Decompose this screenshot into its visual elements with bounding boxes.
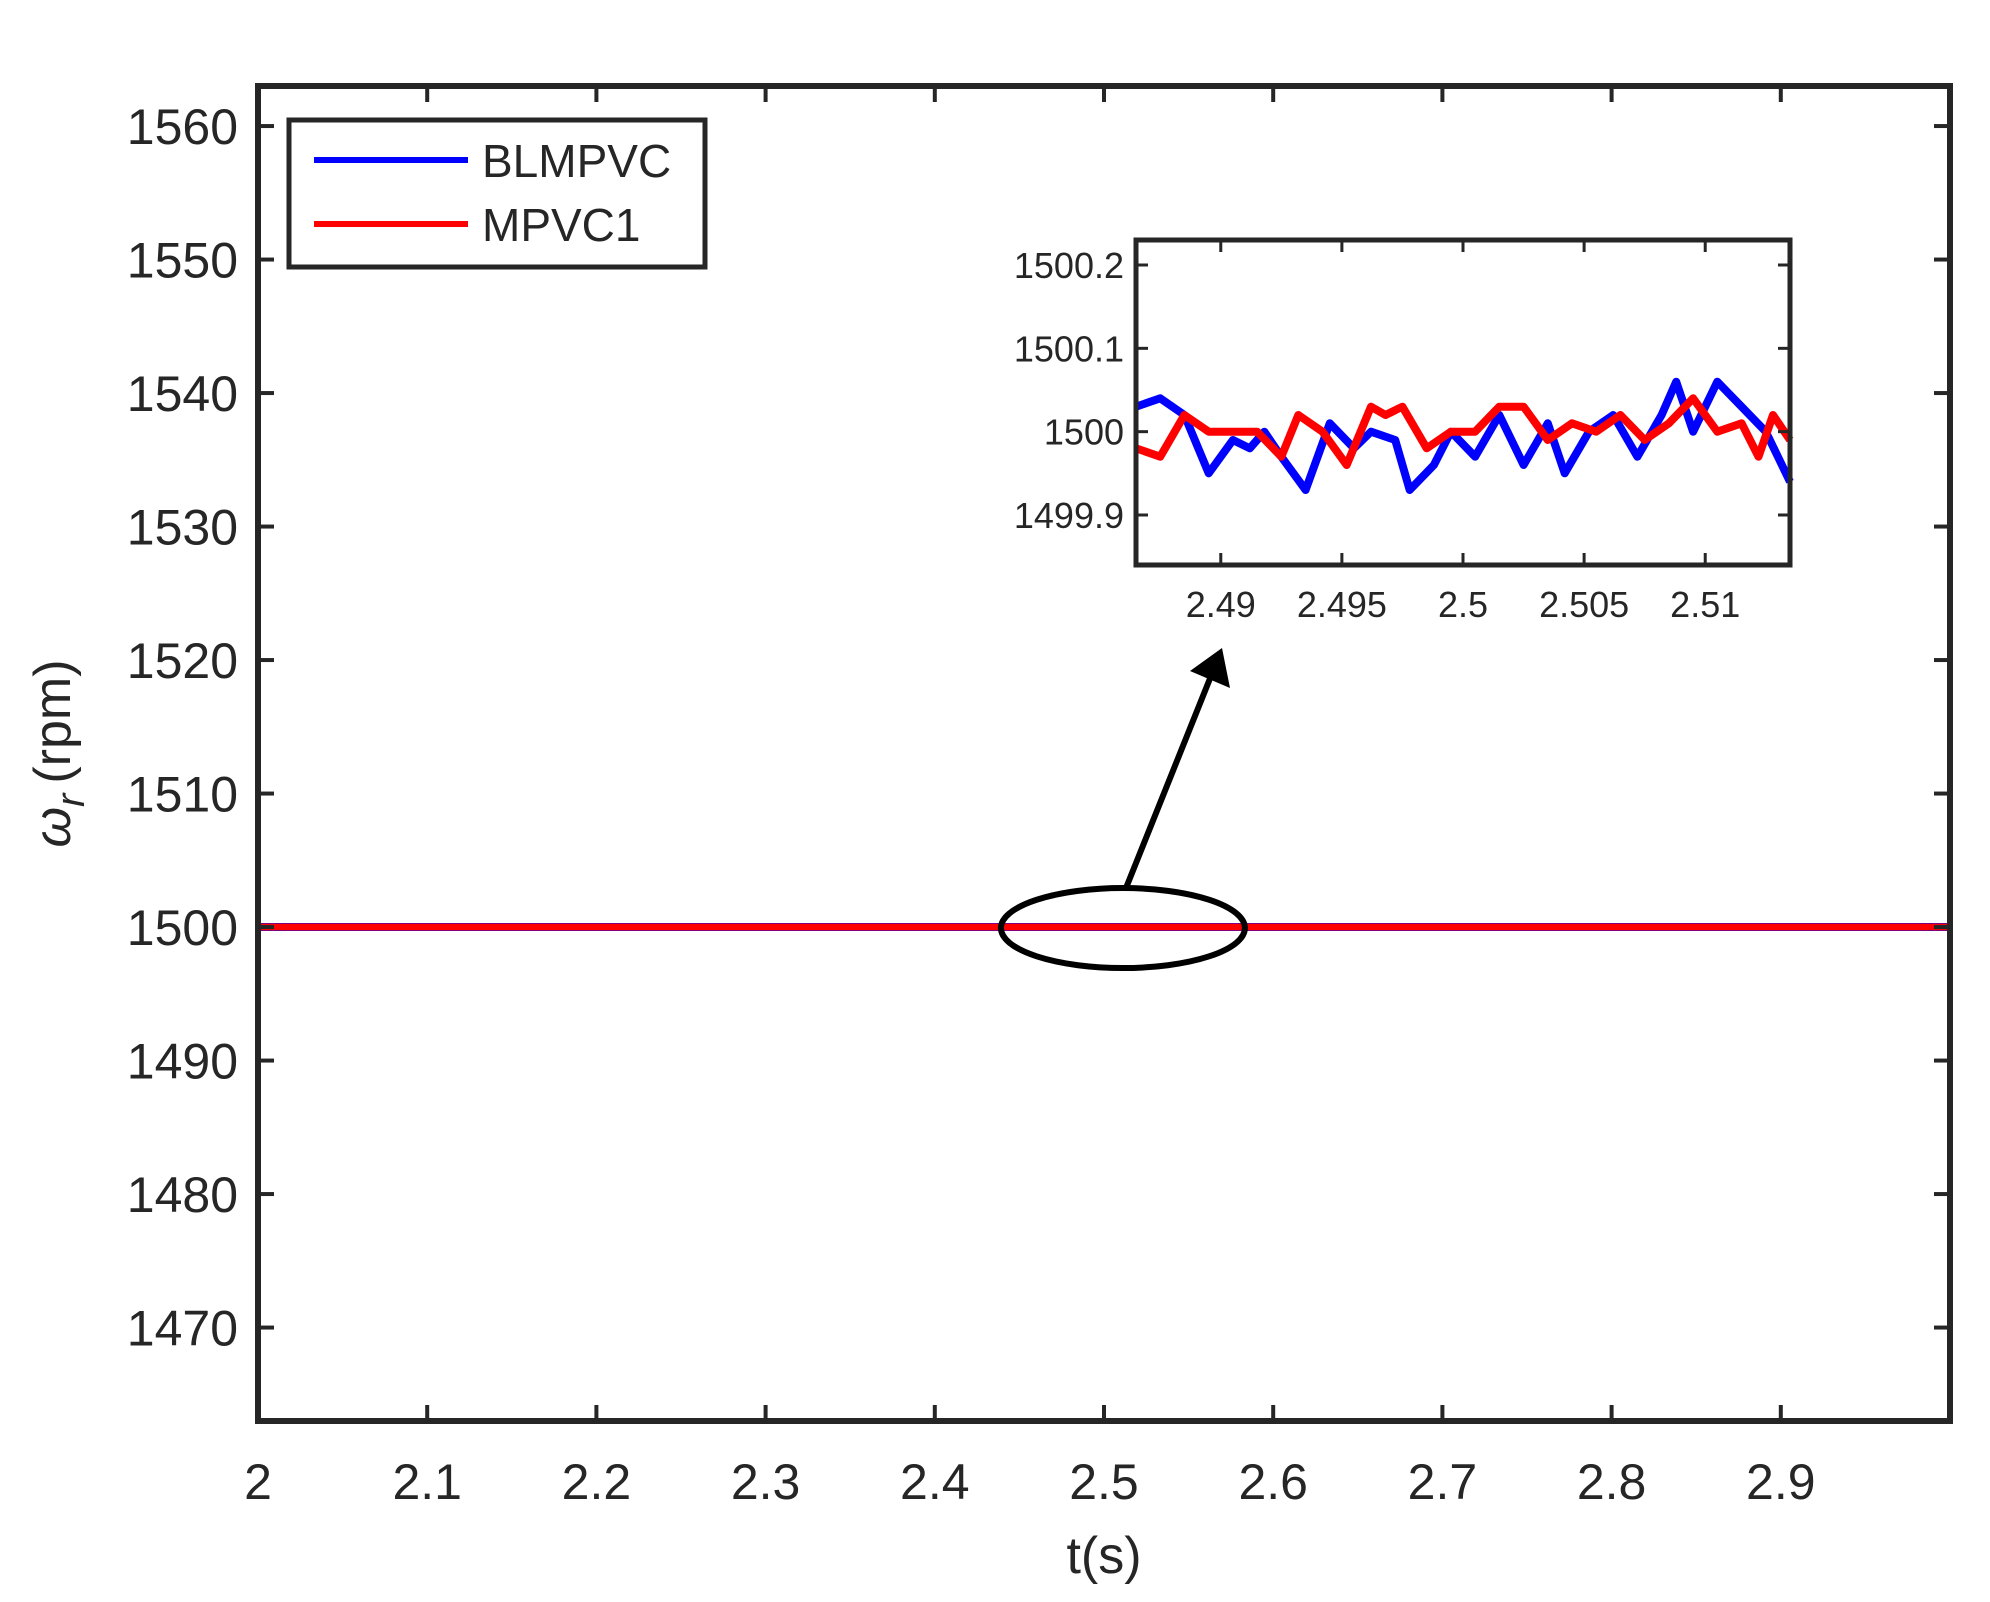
inset-y-tick-label: 1500 xyxy=(1044,412,1124,453)
x-tick-label: 2.7 xyxy=(1408,1454,1478,1510)
inset-y-tick-label: 1500.2 xyxy=(1014,245,1124,286)
inset-y-tick-label: 1500.1 xyxy=(1014,328,1124,369)
x-tick-label: 2.8 xyxy=(1577,1454,1647,1510)
x-tick-label: 2.4 xyxy=(900,1454,970,1510)
y-tick-label: 1530 xyxy=(127,500,238,556)
y-tick-label: 1520 xyxy=(127,633,238,689)
x-tick-label: 2.2 xyxy=(562,1454,632,1510)
y-tick-label: 1470 xyxy=(127,1301,238,1357)
x-tick-label: 2.9 xyxy=(1746,1454,1816,1510)
legend-label-blmpvc: BLMPVC xyxy=(482,135,671,187)
inset-y-tick-label: 1499.9 xyxy=(1014,495,1124,536)
x-tick-label: 2 xyxy=(244,1454,272,1510)
inset-axes-frame xyxy=(1133,237,1793,568)
zoom-arrow-head xyxy=(1190,648,1230,688)
inset-series-line-mpvc1 xyxy=(1134,394,1794,469)
zoom-annotation xyxy=(997,648,1248,972)
legend-box xyxy=(286,117,708,270)
legend-label-mpvc1: MPVC1 xyxy=(482,199,640,251)
main-axes-frame xyxy=(255,83,1953,1424)
y-axis-label: ωr (rpm) xyxy=(24,659,93,847)
inset-x-tick-label: 2.51 xyxy=(1670,584,1740,625)
legend: BLMPVC MPVC1 xyxy=(286,117,708,270)
y-tick-label: 1550 xyxy=(127,233,238,289)
svg-text:ωr(rpm): ωr (rpm) xyxy=(24,659,93,847)
x-tick-label: 2.5 xyxy=(1069,1454,1139,1510)
y-tick-label: 1480 xyxy=(127,1167,238,1223)
y-tick-label: 1500 xyxy=(127,900,238,956)
x-tick-label: 2.3 xyxy=(731,1454,801,1510)
zoom-arrow-shaft xyxy=(1123,674,1214,890)
inset-axes: 2.49 2.495 2.5 2.505 2.51 1499.9 1500 1500.1 150… xyxy=(1014,237,1794,625)
y-tick-label: 1540 xyxy=(127,366,238,422)
y-tick-label: 1510 xyxy=(127,767,238,823)
zoom-ellipse xyxy=(997,885,1248,972)
x-tick-label: 2.1 xyxy=(392,1454,462,1510)
inset-x-tick-label: 2.49 xyxy=(1186,584,1256,625)
y-tick-label: 1560 xyxy=(127,99,238,155)
y-axis-unit: (rpm) xyxy=(24,659,82,783)
inset-x-tick-label: 2.505 xyxy=(1539,584,1629,625)
y-tick-label: 1490 xyxy=(127,1034,238,1090)
inset-series-group xyxy=(1134,377,1794,494)
main-axes: 2 2.1 2.2 2.3 2.4 2.5 2.6 2.7 2.8 2.9 1470 1480 1490… xyxy=(24,83,1953,1585)
inset-x-tick-label: 2.495 xyxy=(1297,584,1387,625)
x-axis-label: t(s) xyxy=(1066,1527,1141,1585)
y-axis-subscript: r xyxy=(49,792,93,807)
main-ticks: 2 2.1 2.2 2.3 2.4 2.5 2.6 2.7 2.8 2.9 1470 1480 1490… xyxy=(127,86,1950,1510)
inset-x-tick-label: 2.5 xyxy=(1438,584,1488,625)
y-axis-symbol: ω xyxy=(24,807,82,848)
x-tick-label: 2.6 xyxy=(1238,1454,1308,1510)
